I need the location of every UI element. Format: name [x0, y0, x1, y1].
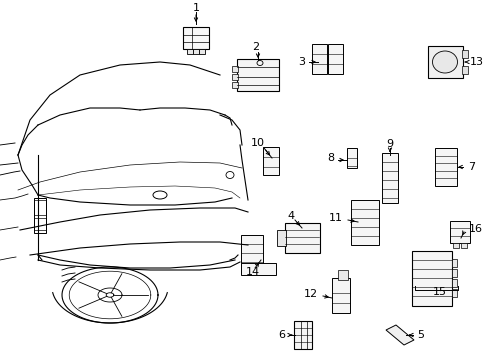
Text: 6: 6	[278, 330, 285, 340]
Text: 12: 12	[303, 289, 317, 299]
Bar	[381, 153, 397, 203]
Bar	[427, 46, 462, 78]
Text: 1: 1	[192, 3, 199, 13]
Bar	[276, 230, 285, 246]
Bar	[331, 278, 349, 313]
Text: 16: 16	[468, 224, 482, 234]
Bar	[186, 49, 193, 54]
Bar	[350, 200, 378, 245]
Bar	[285, 223, 319, 253]
Bar	[346, 148, 356, 168]
Bar	[241, 263, 275, 275]
Text: 9: 9	[386, 139, 393, 149]
Text: 8: 8	[326, 153, 333, 163]
Bar	[451, 289, 456, 297]
Bar	[451, 279, 456, 287]
Bar	[460, 243, 466, 248]
Bar	[34, 198, 46, 233]
Bar	[451, 259, 456, 267]
Polygon shape	[385, 325, 413, 345]
Bar	[311, 44, 326, 74]
Text: 15: 15	[432, 287, 446, 297]
Bar	[199, 49, 204, 54]
Bar	[193, 49, 199, 54]
Bar	[34, 218, 46, 230]
Text: 10: 10	[250, 138, 264, 148]
Bar	[327, 44, 342, 74]
Bar	[411, 251, 451, 306]
Bar	[241, 235, 263, 273]
Text: 4: 4	[287, 211, 294, 221]
Ellipse shape	[431, 51, 457, 73]
Bar	[183, 27, 208, 49]
Bar	[263, 147, 279, 175]
Text: 14: 14	[245, 267, 260, 277]
Bar	[231, 66, 238, 72]
Bar	[434, 148, 456, 186]
Text: 11: 11	[328, 213, 342, 223]
Bar	[293, 321, 311, 349]
Bar	[237, 59, 279, 91]
Bar	[452, 243, 458, 248]
Bar	[449, 221, 469, 243]
Text: 3: 3	[297, 57, 305, 67]
Bar	[461, 50, 467, 58]
Bar	[451, 269, 456, 277]
Text: 13: 13	[469, 57, 483, 67]
Bar	[461, 66, 467, 74]
Text: 2: 2	[252, 42, 259, 52]
Bar	[231, 74, 238, 80]
Bar	[337, 270, 347, 280]
Text: 5: 5	[416, 330, 423, 340]
Bar	[231, 82, 238, 88]
Bar	[34, 200, 46, 215]
Text: 7: 7	[467, 162, 474, 172]
